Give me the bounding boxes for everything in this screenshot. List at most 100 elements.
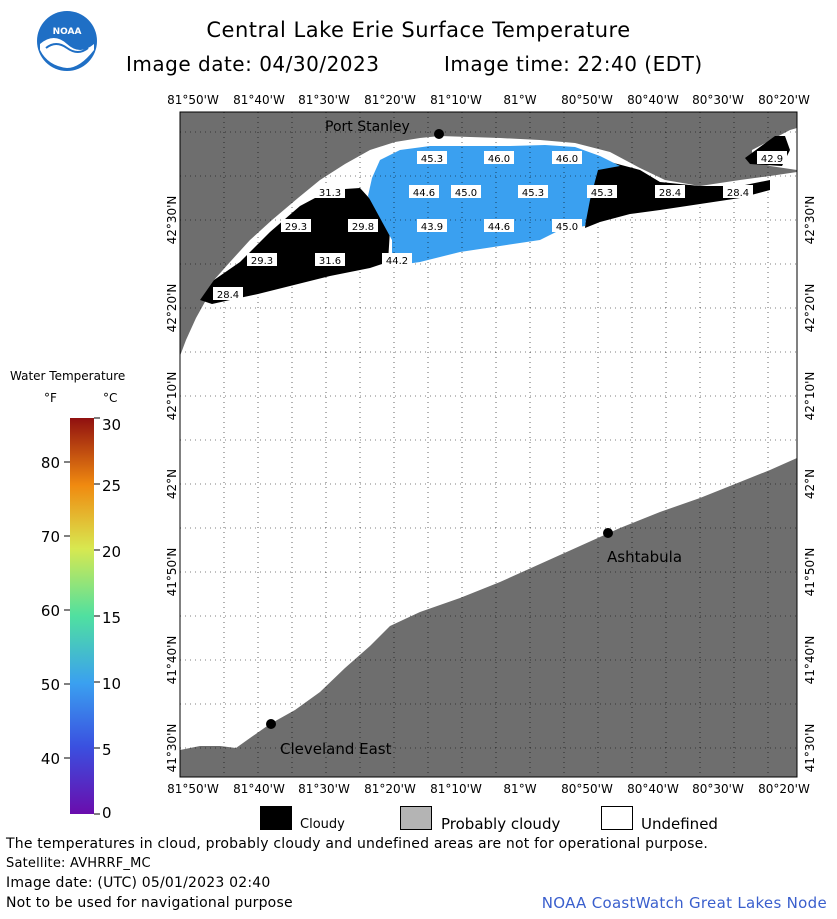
c-tick: 15 [102,609,121,627]
c-tick: 10 [102,675,121,693]
temperature-label-box [417,151,447,164]
lat-label-left: 42°N [165,469,179,499]
temperature-label-box [552,151,582,164]
temperature-label: 44.6 [413,188,435,199]
lon-label-bottom: 81°W [503,782,536,796]
lon-label-bottom: 80°50'W [561,782,613,796]
lat-label-right: 42°20'N [803,284,817,333]
temperature-label-box [213,287,243,300]
temperature-label: 45.0 [455,188,477,199]
temperature-label: 44.2 [386,256,408,267]
water-temp-area [368,145,620,266]
temperature-label: 31.3 [319,188,341,199]
temperature-label: 42.9 [761,154,783,165]
lon-label-bottom: 80°20'W [758,782,810,796]
lat-label-right: 42°30'N [803,196,817,245]
temperature-label: 44.6 [488,222,510,233]
lon-label-top: 81°40'W [233,93,285,107]
footer-utc-date: Image date: (UTC) 05/01/2023 02:40 [6,875,271,891]
temperature-label: 29.3 [285,222,307,233]
lat-label-right: 42°N [803,469,817,499]
lon-label-bottom: 80°30'W [692,782,744,796]
temperature-label-box [484,151,514,164]
temperature-label: 31.6 [319,256,341,267]
image-date: Image date: 04/30/2023 [126,52,380,76]
lat-label-right: 41°30'N [803,724,817,773]
lon-label-top: 80°30'W [692,93,744,107]
temperature-label-box [723,185,753,198]
temperature-label: 43.9 [421,222,443,233]
f-tick: 50 [41,676,60,694]
lon-label-top: 80°40'W [627,93,679,107]
temperature-label: 29.3 [251,256,273,267]
port-stanley-marker [434,129,444,139]
cleveland-east-marker [266,719,276,729]
c-tick: 0 [102,804,112,822]
legend-undefined-swatch [601,806,633,830]
lon-label-top: 81°W [503,93,536,107]
temperature-label: 45.0 [556,222,578,233]
cloudy-area-west [200,188,390,304]
lon-label-top: 80°20'W [758,93,810,107]
ashtabula-marker [603,528,613,538]
lon-label-bottom: 80°40'W [627,782,679,796]
f-tick: 80 [41,454,60,472]
map-title: Central Lake Erie Surface Temperature [206,18,631,42]
lon-label-top: 81°30'W [298,93,350,107]
temperature-label: 45.3 [522,188,544,199]
f-tick: 60 [41,602,60,620]
lat-label-right: 42°10'N [803,372,817,421]
temperature-label-box [315,253,345,266]
unit-f: °F [44,391,57,405]
lat-label-left: 42°10'N [165,372,179,421]
lon-label-top: 81°20'W [364,93,416,107]
temperature-label-box [757,151,787,164]
temperature-label: 45.3 [421,154,443,165]
footer-satellite: Satellite: AVHRRF_MC [6,856,151,871]
temperature-label-group: 45.3 46.0 46.0 31.3 44.6 45.0 45.3 45.3 28.4 28.4… [213,151,787,301]
legend-probably-cloudy-swatch [400,806,432,830]
lon-label-top: 81°10'W [430,93,482,107]
lat-label-left: 41°50'N [165,548,179,597]
lat-label-left: 41°30'N [165,724,179,773]
noaa-logo: NOAA [36,10,98,72]
place-ashtabula: Ashtabula [607,548,682,566]
lon-label-bottom: 81°30'W [298,782,350,796]
temperature-label-box [484,219,514,232]
temperature-label: 46.0 [556,154,578,165]
temperature-label-box [281,219,311,232]
lon-label-top: 81°50'W [167,93,219,107]
lat-label-right: 41°40'N [803,636,817,685]
temperature-label-box [247,253,277,266]
temperature-label-box [409,185,439,198]
colorbar [70,418,94,814]
footer-disclaimer: The temperatures in cloud, probably clou… [6,836,709,852]
lake-undefined-area [180,136,797,750]
temperature-label-box [315,185,345,198]
legend-cloudy-label: Cloudy [300,817,345,832]
f-tick: 70 [41,528,60,546]
unit-c: °C [103,391,117,405]
lon-label-bottom: 81°40'W [233,782,285,796]
lon-label-bottom: 81°10'W [430,782,482,796]
image-time: Image time: 22:40 (EDT) [444,52,703,76]
temperature-label-box [552,219,582,232]
lat-label-right: 41°50'N [803,548,817,597]
c-tick: 5 [102,741,112,759]
f-tick: 40 [41,750,60,768]
lon-label-bottom: 81°50'W [167,782,219,796]
lat-label-left: 42°20'N [165,284,179,333]
temperature-label: 28.4 [727,188,749,199]
lon-label-top: 80°50'W [561,93,613,107]
temperature-label: 46.0 [488,154,510,165]
temperature-label-box [587,185,617,198]
footer-nav-warning: Not to be used for navigational purpose [6,895,293,911]
temperature-label-box [518,185,548,198]
place-port-stanley: Port Stanley [325,119,410,135]
temperature-label-box [417,219,447,232]
legend-cloudy-swatch [260,806,292,830]
lat-label-left: 42°30'N [165,196,179,245]
legend-undefined-label: Undefined [641,815,718,833]
place-cleveland-east: Cleveland East [280,740,392,758]
